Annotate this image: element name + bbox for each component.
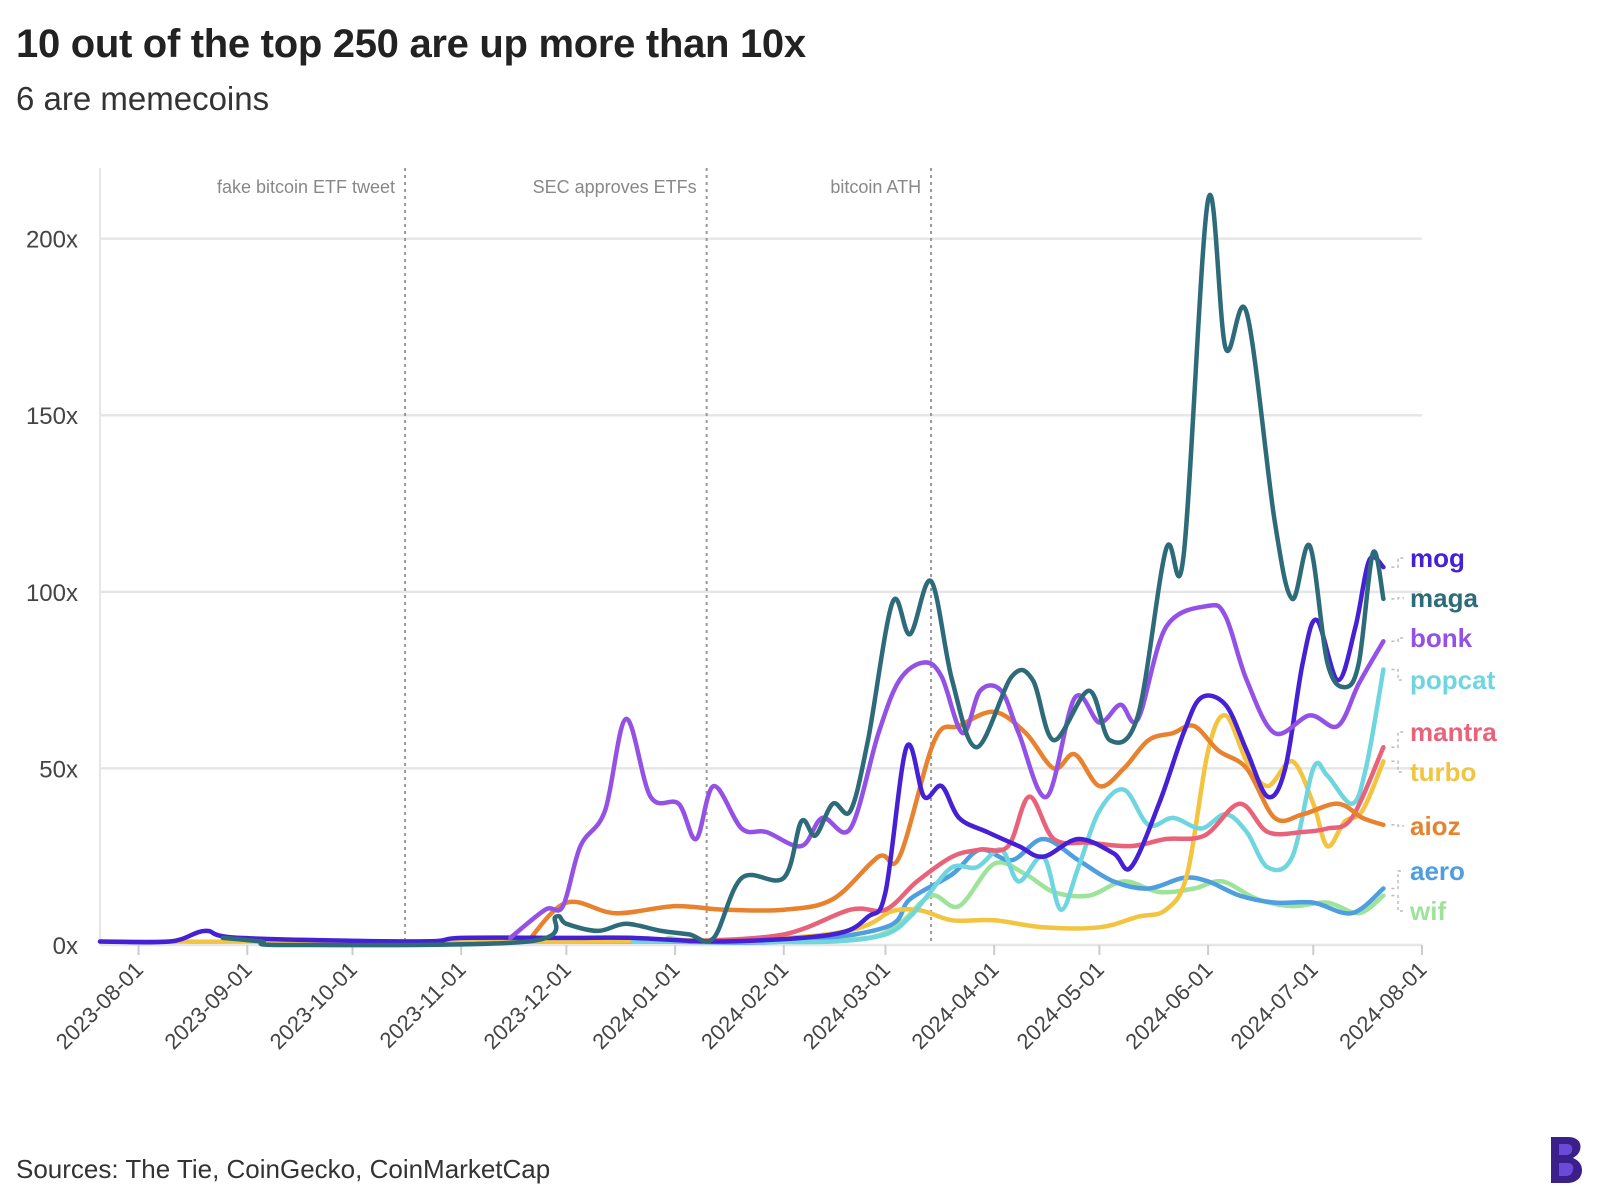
series-label-turbo: turbo: [1410, 757, 1476, 787]
x-tick-label: 2023-12-01: [479, 957, 576, 1054]
series-layer: [97, 193, 1386, 948]
series-label-mantra: mantra: [1410, 717, 1497, 747]
series-label-bonk: bonk: [1410, 623, 1473, 653]
annotation-label: fake bitcoin ETF tweet: [217, 177, 395, 197]
chart-title: 10 out of the top 250 are up more than 1…: [16, 22, 806, 66]
annotation-label: SEC approves ETFs: [533, 177, 697, 197]
x-tick-label: 2023-11-01: [375, 957, 471, 1053]
label-leader: [1391, 870, 1404, 890]
x-tick-label: 2023-08-01: [51, 957, 148, 1054]
series-label-maga: maga: [1410, 583, 1478, 613]
series-line-aioz: [525, 709, 1386, 944]
label-leader: [1391, 557, 1404, 568]
x-tick-label: 2024-03-01: [798, 957, 895, 1054]
x-tick-label: 2024-06-01: [1120, 957, 1217, 1054]
label-leader: [1391, 731, 1404, 748]
y-tick-label: 100x: [26, 580, 78, 607]
x-axis: 2023-08-01 2023-09-01 2023-10-01 2023-11-01…: [51, 945, 1432, 1054]
series-line-popcat: [630, 667, 1386, 945]
x-tick-label: 2024-04-01: [906, 957, 1003, 1054]
grid-layer: [99, 168, 1422, 947]
x-tick-label: 2024-05-01: [1012, 957, 1109, 1054]
series-label-wif: wif: [1409, 896, 1446, 926]
label-leader: [1391, 824, 1404, 827]
series-line-bonk: [508, 602, 1386, 941]
chart-subtitle: 6 are memecoins: [16, 80, 270, 117]
label-leader: [1391, 637, 1404, 643]
x-tick-label: 2023-09-01: [160, 957, 257, 1054]
series-line-aero: [311, 836, 1386, 945]
block-b-logo-icon: [1551, 1137, 1582, 1183]
label-leader: [1391, 668, 1404, 681]
x-tick-label: 2024-07-01: [1226, 957, 1323, 1054]
y-tick-label: 50x: [39, 756, 78, 783]
y-tick-label: 150x: [26, 403, 78, 430]
sources-note: Sources: The Tie, CoinGecko, CoinMarketC…: [16, 1154, 551, 1184]
line-chart: fake bitcoin ETF tweet SEC approves ETFs b…: [26, 168, 1497, 1054]
series-label-popcat: popcat: [1410, 665, 1496, 695]
series-label-aioz: aioz: [1410, 811, 1461, 841]
y-tick-label: 0x: [53, 933, 78, 960]
label-leader: [1391, 597, 1404, 600]
annotation-layer: fake bitcoin ETF tweet SEC approves ETFs b…: [217, 168, 933, 945]
series-line-mog: [97, 554, 1386, 945]
y-tick-label: 200x: [26, 227, 78, 254]
label-leader: [1391, 760, 1404, 773]
series-line-maga: [220, 193, 1386, 948]
series-label-aero: aero: [1410, 856, 1465, 886]
x-tick-label: 2023-10-01: [265, 957, 362, 1054]
y-axis: 0x 50x 100x 150x 200x: [26, 227, 78, 960]
x-tick-label: 2024-08-01: [1334, 957, 1431, 1054]
x-tick-label: 2024-01-01: [587, 957, 684, 1054]
annotation-label: bitcoin ATH: [830, 177, 921, 197]
series-label-mog: mog: [1410, 543, 1465, 573]
x-tick-label: 2024-02-01: [696, 957, 793, 1054]
legend-labels: mog maga bonk popcat mantra turbo aioz aero wif: [1391, 543, 1497, 926]
label-leader: [1391, 894, 1404, 912]
